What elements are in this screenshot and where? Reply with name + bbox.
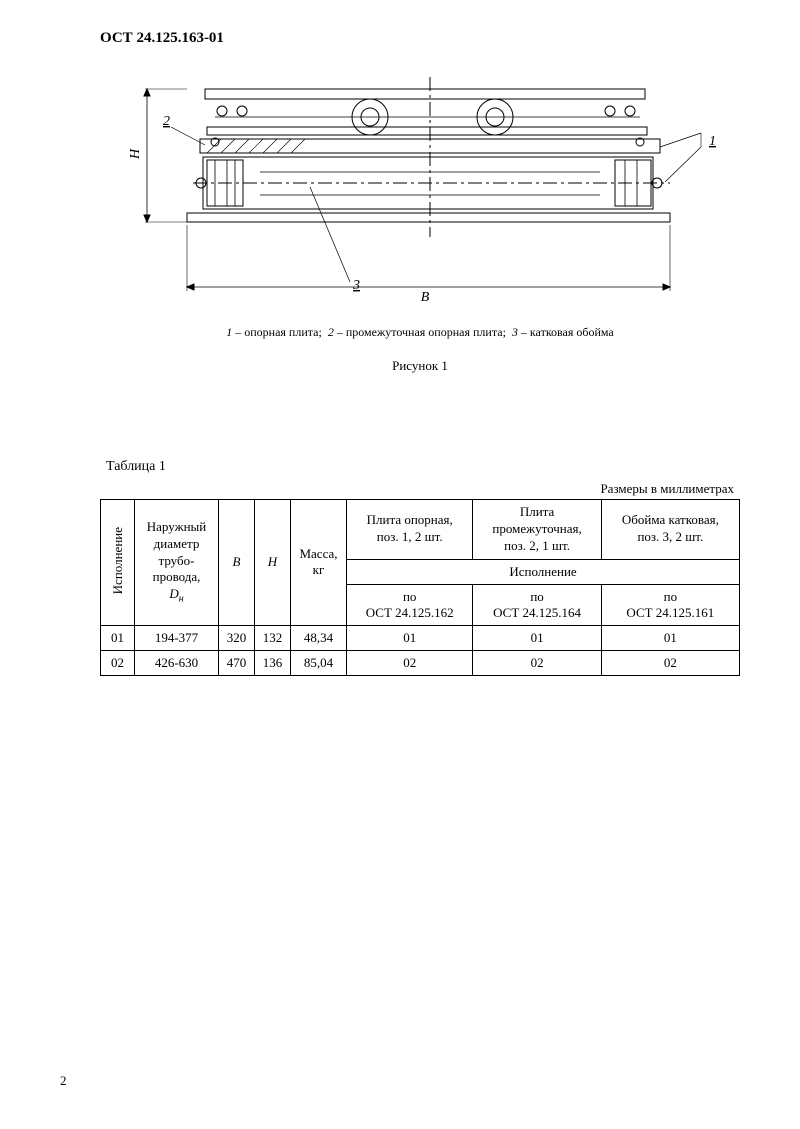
col-ref2: поОСТ 24.125.164 (473, 584, 601, 625)
callout-2: 2 (163, 114, 170, 129)
figure-legend: 1 – опорная плита; 2 – промежуточная опо… (100, 325, 740, 340)
col-ref3: поОСТ 24.125.161 (601, 584, 739, 625)
sub-execution: Исполнение (347, 559, 740, 584)
col-b: B (233, 554, 241, 569)
col-execution: Исполнение (108, 519, 128, 602)
dim-b-label: B (421, 290, 430, 305)
table-label: Таблица 1 (100, 459, 740, 475)
col-diameter: Наружный диаметр трубо-провода, Dн (135, 500, 219, 626)
figure-diagram: H B (115, 67, 725, 317)
callout-1: 1 (709, 134, 716, 149)
dim-h-label: H (128, 148, 143, 160)
col-h: H (268, 554, 277, 569)
figure-caption: Рисунок 1 (100, 358, 740, 374)
col-plate2: Плита промежуточная, поз. 2, 1 шт. (473, 500, 601, 560)
col-plate3: Обойма катковая, поз. 3, 2 шт. (601, 500, 739, 560)
col-mass: Масса, кг (291, 500, 347, 626)
document-number: ОСТ 24.125.163-01 (100, 30, 740, 47)
table-units: Размеры в миллиметрах (100, 481, 740, 497)
col-plate1: Плита опорная, поз. 1, 2 шт. (347, 500, 473, 560)
callout-3: 3 (352, 278, 360, 293)
table-row: 01 194-377 320 132 48,34 01 01 01 (101, 625, 740, 650)
data-table: Исполнение Наружный диаметр трубо-провод… (100, 499, 740, 676)
page-number: 2 (60, 1073, 67, 1089)
col-ref1: поОСТ 24.125.162 (347, 584, 473, 625)
table-row: 02 426-630 470 136 85,04 02 02 02 (101, 650, 740, 675)
